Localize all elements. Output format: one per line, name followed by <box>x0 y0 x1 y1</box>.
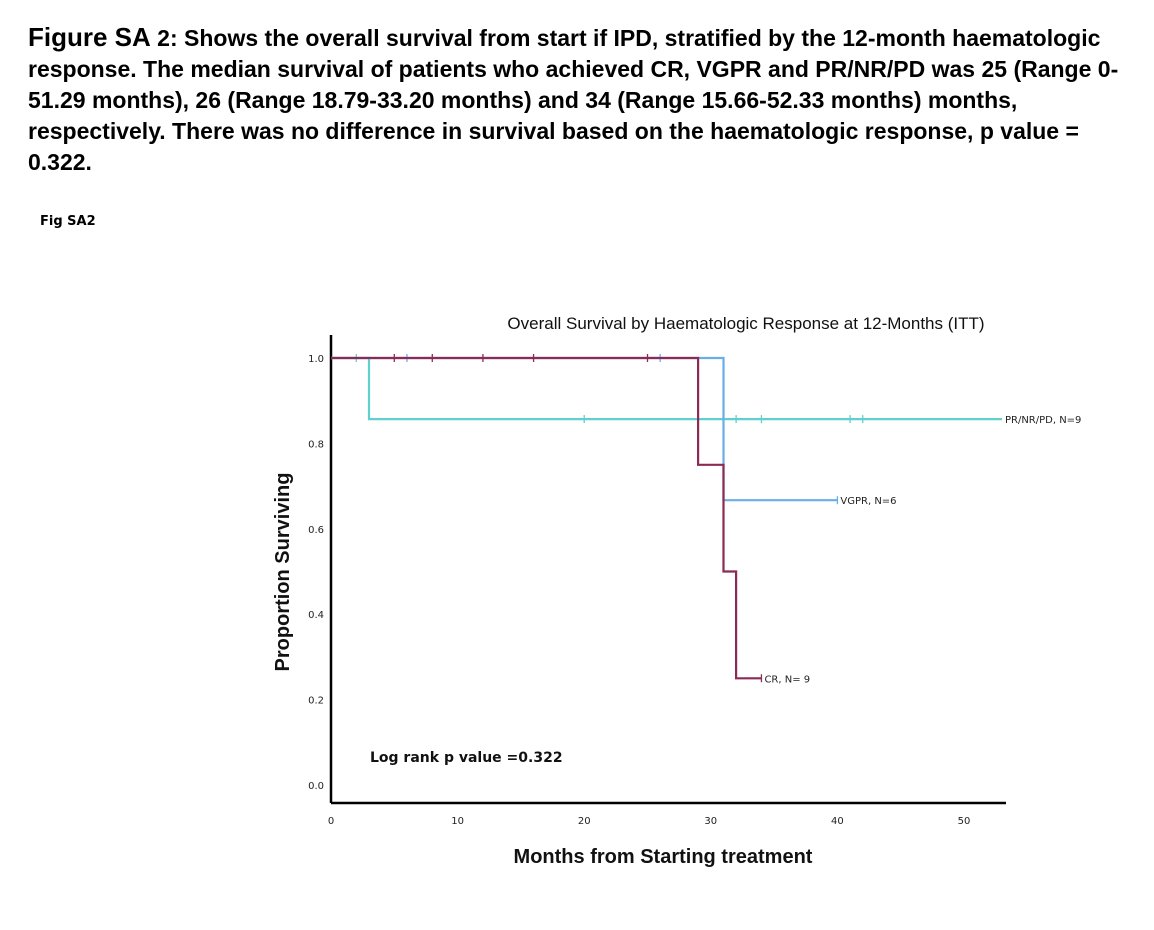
y-tick-label: 0.4 <box>308 610 324 621</box>
series-label: CR, N= 9 <box>764 674 810 685</box>
log-rank-annotation: Log rank p value =0.322 <box>370 750 563 766</box>
x-tick-label: 30 <box>704 816 717 827</box>
x-tick-label: 0 <box>328 816 334 827</box>
x-axis-title: Months from Starting treatment <box>514 846 813 868</box>
x-tick-label: 20 <box>578 816 591 827</box>
x-tick-label: 50 <box>958 816 971 827</box>
series-line <box>331 356 1002 421</box>
series-line <box>331 356 838 502</box>
y-tick-label: 0.6 <box>308 525 324 536</box>
y-tick-label: 1.0 <box>308 354 324 365</box>
x-tick-label: 40 <box>831 816 844 827</box>
y-tick-label: 0.2 <box>308 696 324 707</box>
x-tick-label: 10 <box>451 816 464 827</box>
series-label: VGPR, N=6 <box>840 496 896 507</box>
y-tick-label: 0.8 <box>308 439 324 450</box>
chart-title: Overall Survival by Haematologic Respons… <box>507 314 984 333</box>
figure-label: Fig SA2 <box>40 214 96 229</box>
series-label: PR/NR/PD, N=9 <box>1005 415 1081 426</box>
y-tick-label: 0.0 <box>308 781 324 792</box>
plot-area: 0.0 0.2 0.4 0.6 0.8 1.0 0 10 20 30 40 50 PR/NR/PD, N… <box>308 335 1081 827</box>
caption-text: 2: Shows the overall survival from start… <box>28 25 1119 175</box>
figure-caption: Figure SA 2: Shows the overall survival … <box>28 22 1138 178</box>
series-line <box>331 356 762 680</box>
y-axis-title: Proportion Surviving <box>272 473 294 672</box>
caption-lead: Figure SA <box>28 22 151 52</box>
